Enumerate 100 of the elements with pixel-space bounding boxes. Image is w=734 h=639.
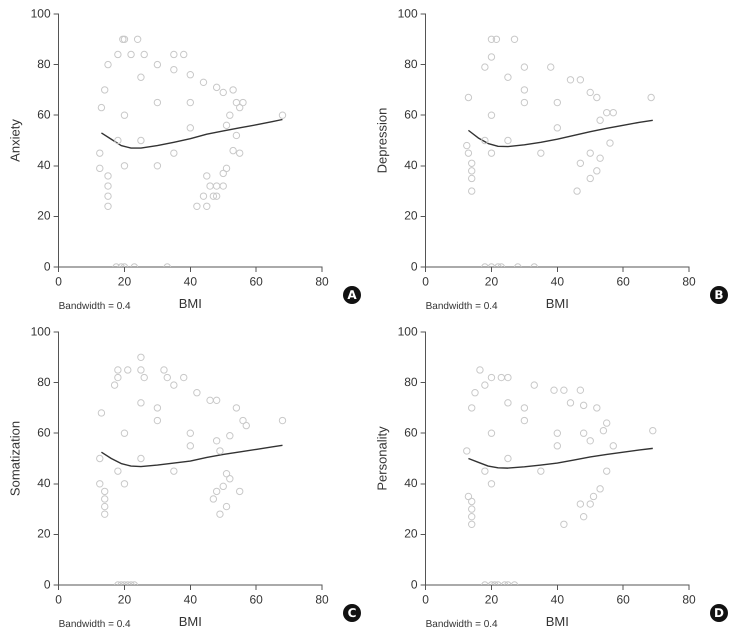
x-axis-title: BMI — [546, 296, 569, 311]
point — [610, 442, 617, 450]
point — [610, 108, 617, 116]
point — [120, 430, 128, 437]
point — [160, 366, 168, 374]
point — [222, 164, 230, 172]
y-tick-label: 0 — [410, 259, 418, 274]
y-tick-label: 80 — [37, 374, 51, 389]
y-tick-label: 100 — [398, 6, 418, 20]
point — [606, 139, 614, 147]
point — [593, 94, 601, 102]
point — [203, 172, 210, 180]
point — [222, 122, 230, 130]
point — [476, 366, 484, 374]
point — [602, 419, 610, 427]
x-tick-label: 0 — [55, 592, 62, 607]
y-tick-label: 20 — [404, 208, 418, 223]
point — [481, 381, 489, 389]
point — [137, 399, 145, 407]
x-axis-title: BMI — [546, 614, 569, 629]
point — [101, 502, 108, 510]
point — [586, 88, 594, 96]
point — [488, 112, 496, 119]
point — [488, 36, 496, 43]
x-tick-label: 80 — [315, 274, 329, 289]
x-tick-label: 40 — [550, 274, 564, 289]
y-axis-title: Somatization — [7, 420, 22, 496]
point — [220, 182, 227, 190]
point — [488, 149, 496, 157]
text: Bandwidth = 0.4 — [58, 300, 132, 312]
y-tick-label: 100 — [398, 324, 418, 338]
y-tick-label: 0 — [44, 577, 51, 592]
x-tick-label: 20 — [118, 592, 132, 607]
point — [520, 86, 528, 94]
point — [600, 426, 608, 434]
point — [212, 396, 220, 404]
point — [212, 488, 220, 496]
point — [554, 430, 562, 437]
point — [560, 386, 568, 394]
x-tick-label: 60 — [616, 592, 630, 607]
point — [481, 63, 489, 71]
y-tick-label: 40 — [37, 476, 51, 490]
point — [481, 136, 489, 144]
point — [212, 182, 220, 190]
point — [468, 498, 476, 506]
point — [596, 154, 604, 162]
y-tick-label: 80 — [37, 56, 51, 71]
point — [154, 416, 162, 424]
point — [602, 108, 610, 116]
point — [232, 98, 240, 106]
point — [98, 409, 106, 417]
point — [580, 402, 588, 410]
y-axis-title: Anxiety — [7, 118, 22, 162]
point — [200, 192, 208, 200]
y-tick-label: 80 — [404, 374, 418, 389]
point — [576, 500, 584, 508]
point — [210, 192, 218, 200]
y-tick-label: 20 — [37, 208, 51, 223]
point — [193, 202, 201, 210]
point — [566, 399, 574, 407]
point — [104, 202, 112, 210]
point — [101, 86, 108, 94]
point — [463, 142, 470, 150]
point — [232, 404, 240, 412]
point — [186, 430, 194, 437]
point — [200, 78, 208, 86]
point — [96, 164, 104, 172]
y-tick-label: 60 — [37, 108, 51, 122]
point — [649, 426, 656, 434]
x-tick-label: 0 — [422, 592, 430, 607]
point — [586, 437, 594, 444]
x-tick-label: 60 — [249, 274, 264, 289]
x-tick-label: 80 — [682, 274, 696, 289]
point — [220, 88, 227, 96]
point — [120, 480, 128, 488]
point — [278, 112, 286, 119]
point — [114, 50, 122, 58]
point — [488, 374, 496, 382]
point — [537, 467, 545, 475]
point — [226, 475, 234, 482]
point — [203, 202, 210, 210]
point — [236, 149, 244, 157]
point — [278, 416, 286, 424]
x-tick-label: 0 — [422, 274, 430, 289]
x-tick-label: 80 — [315, 592, 329, 607]
point — [137, 454, 145, 462]
point — [236, 488, 244, 496]
point — [596, 116, 604, 124]
x-tick-label: 0 — [55, 274, 62, 289]
point — [186, 442, 194, 450]
point — [236, 104, 244, 112]
point — [170, 149, 178, 157]
point — [206, 396, 214, 404]
point — [520, 416, 528, 424]
point — [104, 192, 112, 200]
point — [580, 512, 588, 520]
y-tick-label: 0 — [410, 577, 418, 592]
point — [593, 167, 601, 175]
point — [222, 470, 230, 478]
point — [602, 467, 610, 475]
